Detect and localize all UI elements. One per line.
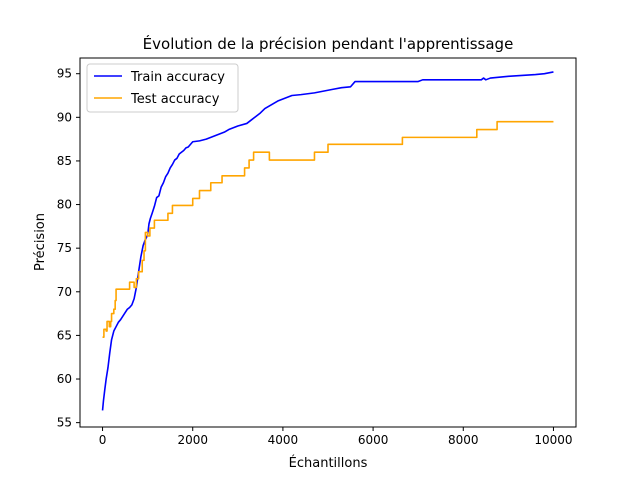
x-axis-label: Échantillons bbox=[289, 455, 368, 471]
y-tick-label: 60 bbox=[57, 372, 72, 386]
y-axis: 55 60 65 70 75 80 85 90 95 bbox=[57, 67, 80, 430]
y-tick-label: 75 bbox=[57, 241, 72, 255]
x-axis: 0 2000 4000 6000 8000 10000 bbox=[99, 427, 573, 447]
legend: Train accuracy Test accuracy bbox=[86, 63, 239, 113]
x-tick-label: 2000 bbox=[177, 433, 208, 447]
y-tick-label: 90 bbox=[57, 110, 72, 124]
y-axis-label: Précision bbox=[33, 213, 48, 271]
x-tick-label: 0 bbox=[99, 433, 107, 447]
x-tick-label: 6000 bbox=[358, 433, 389, 447]
x-tick-label: 4000 bbox=[268, 433, 299, 447]
y-tick-label: 85 bbox=[57, 154, 72, 168]
legend-box bbox=[86, 63, 239, 113]
y-tick-label: 70 bbox=[57, 285, 72, 299]
legend-label-train: Train accuracy bbox=[130, 70, 225, 85]
train-accuracy-line bbox=[101, 71, 554, 411]
x-tick-label: 8000 bbox=[448, 433, 479, 447]
y-tick-label: 80 bbox=[57, 198, 72, 212]
legend-label-test: Test accuracy bbox=[130, 92, 220, 107]
plot-area bbox=[101, 71, 554, 411]
x-tick-label: 10000 bbox=[534, 433, 572, 447]
axes-frame bbox=[79, 57, 577, 428]
y-tick-label: 55 bbox=[57, 416, 72, 430]
test-accuracy-line bbox=[102, 120, 554, 338]
chart-title: Évolution de la précision pendant l'appr… bbox=[143, 34, 514, 53]
y-tick-label: 65 bbox=[57, 328, 72, 342]
y-tick-label: 95 bbox=[57, 67, 72, 81]
